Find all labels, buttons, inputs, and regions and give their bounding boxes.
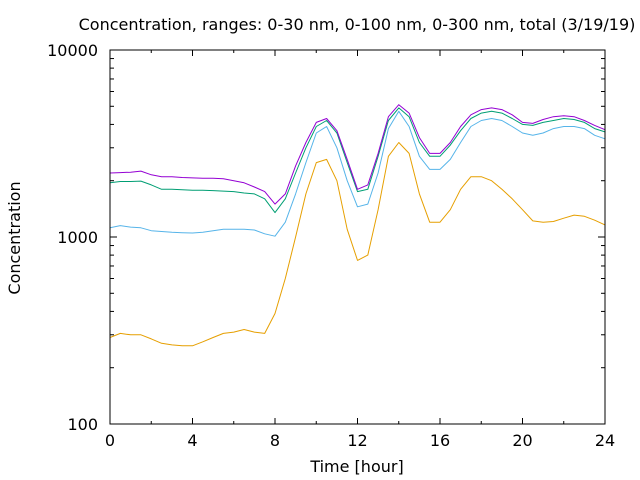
x-axis-label: Time [hour] xyxy=(309,457,403,476)
chart-title: Concentration, ranges: 0-30 nm, 0-100 nm… xyxy=(79,15,636,34)
series-layer xyxy=(109,104,606,347)
ticks-layer: 0 4 8 12 16 20 24 100 1000 10000 xyxy=(47,41,615,450)
x-tick-label: 16 xyxy=(430,431,450,450)
x-tick-label: 20 xyxy=(512,431,532,450)
y-tick-label: 1000 xyxy=(57,228,98,247)
series-line-3 xyxy=(109,107,606,214)
x-tick-label: 24 xyxy=(595,431,615,450)
x-tick-label: 8 xyxy=(270,431,280,450)
x-tick-label: 12 xyxy=(347,431,367,450)
y-tick-label: 100 xyxy=(67,415,98,434)
y-axis-label: Concentration xyxy=(5,181,24,294)
y-tick-label: 10000 xyxy=(47,41,98,60)
x-tick-label: 4 xyxy=(187,431,197,450)
plot-frame xyxy=(109,49,606,425)
series-line-1 xyxy=(109,142,606,347)
series-line-4 xyxy=(109,104,606,205)
series-line-2 xyxy=(109,110,606,237)
x-tick-label: 0 xyxy=(105,431,115,450)
